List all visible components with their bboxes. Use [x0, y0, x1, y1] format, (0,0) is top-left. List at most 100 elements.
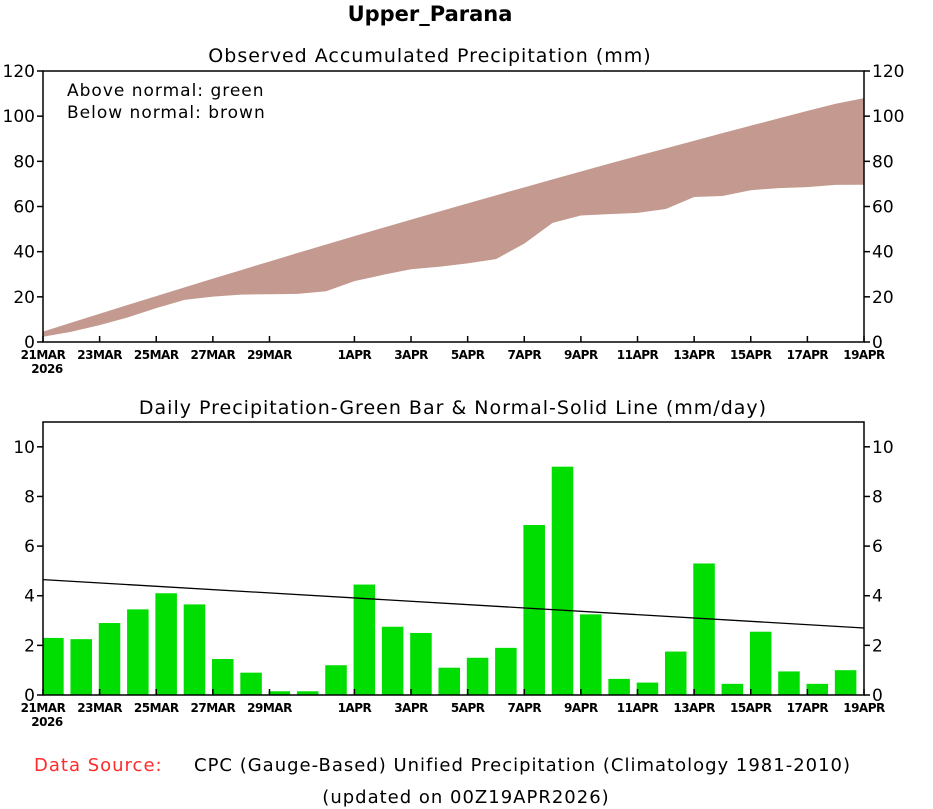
x-tick-label: 5APR: [451, 701, 485, 715]
x-tick-label: 9APR: [564, 348, 598, 362]
y-tick-label-right: 2: [872, 636, 883, 656]
updated-text: (updated on 00Z19APR2026): [322, 787, 609, 808]
x-tick-label: 27MAR: [191, 348, 236, 362]
accumulated-chart-title: Observed Accumulated Precipitation (mm): [208, 45, 651, 67]
y-tick-label-right: 20: [872, 288, 894, 308]
x-tick-label: 23MAR: [77, 348, 122, 362]
x-tick-label: 15APR: [730, 701, 772, 715]
x-tick-label: 15APR: [730, 348, 772, 362]
normal-line-path: [42, 578, 865, 629]
y-tick-label-right: 120: [872, 62, 904, 82]
y-tick-label-left: 0: [24, 686, 35, 706]
y-tick-label-left: 100: [3, 107, 35, 127]
x-tick-label: 3APR: [394, 701, 428, 715]
daily-bar: [296, 691, 319, 695]
daily-bar: [778, 671, 800, 695]
daily-bar: [183, 604, 206, 695]
y-tick-label-right: 80: [872, 152, 894, 172]
daily-bar: [551, 466, 574, 695]
accumulated-precip-chart: Observed Accumulated Precipitation (mm) …: [3, 45, 905, 376]
y-tick-label-right: 8: [872, 487, 883, 507]
daily-bar: [240, 672, 262, 695]
y-tick-label-left: 10: [13, 438, 35, 458]
daily-plot-frame: [42, 421, 865, 696]
y-tick-label-left: 8: [24, 487, 35, 507]
x-tick-label: 25MAR: [134, 701, 179, 715]
x-tick-label: 29MAR: [247, 348, 292, 362]
y-tick-label-left: 60: [13, 198, 35, 218]
legend-below-normal: Below normal: brown: [67, 103, 266, 123]
daily-bar: [438, 667, 461, 695]
accumulated-area: [43, 98, 864, 337]
legend-above-normal: Above normal: green: [67, 81, 265, 101]
y-tick-label-right: 10: [872, 438, 894, 458]
x-tick-label: 19APR: [843, 701, 885, 715]
x-tick-label: 29MAR: [247, 701, 292, 715]
daily-bar: [693, 563, 715, 695]
x-tick-label: 13APR: [673, 348, 715, 362]
daily-bar: [98, 623, 121, 695]
daily-precip-chart: Daily Precipitation-Green Bar & Normal-S…: [13, 397, 893, 729]
x-tick-label: 11APR: [617, 348, 659, 362]
daily-bar: [43, 637, 64, 695]
y-tick-label-left: 80: [13, 152, 35, 172]
x-tick-label: 21MAR: [21, 348, 66, 362]
y-tick-label-right: 0: [872, 333, 883, 353]
daily-bar: [410, 632, 432, 695]
x-year-label: 2026: [31, 362, 63, 376]
daily-bar: [636, 682, 659, 695]
daily-bar: [127, 609, 149, 695]
daily-bar: [466, 657, 489, 695]
daily-bar: [834, 670, 857, 695]
daily-bar: [495, 647, 517, 695]
accumulated-axes: 0 0 20 20 40 40 60 60 80 80 100 100 120 120 21MAR 23MAR…: [3, 62, 905, 376]
x-tick-label: 17APR: [787, 348, 829, 362]
y-tick-label-right: 40: [872, 243, 894, 263]
y-tick-label-right: 60: [872, 198, 894, 218]
data-source-label: Data Source:: [34, 755, 163, 776]
y-tick-label-left: 6: [24, 537, 35, 557]
y-tick-label-left: 20: [13, 288, 35, 308]
x-tick-label: 11APR: [617, 701, 659, 715]
y-tick-label-left: 0: [24, 333, 35, 353]
daily-bar: [608, 678, 630, 695]
daily-bar: [664, 651, 687, 695]
daily-bar: [381, 626, 404, 695]
x-tick-label: 7APR: [507, 348, 541, 362]
normal-line: [42, 578, 865, 629]
daily-bar: [749, 631, 772, 695]
x-tick-label: 9APR: [564, 701, 598, 715]
below-normal-area: [43, 98, 864, 337]
x-tick-label: 25MAR: [134, 348, 179, 362]
daily-axes: 0 0 2 2 4 4 6 6 8 8 10 10 21MAR 23MAR 25MAR 27MAR 29MAR 1…: [13, 438, 893, 729]
x-tick-label: 3APR: [394, 348, 428, 362]
daily-bar: [70, 639, 92, 695]
x-year-label: 2026: [31, 715, 63, 729]
main-title: Upper_Parana: [348, 2, 513, 26]
y-tick-label-left: 4: [24, 587, 35, 607]
daily-bar: [268, 691, 291, 695]
daily-bar: [523, 524, 545, 695]
y-tick-label-right: 4: [872, 587, 883, 607]
x-tick-label: 5APR: [451, 348, 485, 362]
daily-bar: [806, 683, 829, 695]
x-tick-label: 17APR: [787, 701, 829, 715]
y-tick-label-right: 6: [872, 537, 883, 557]
x-tick-label: 1APR: [338, 701, 372, 715]
y-tick-label-right: 100: [872, 107, 904, 127]
daily-bar: [580, 614, 602, 695]
daily-bar: [721, 683, 744, 695]
y-tick-label-left: 40: [13, 243, 35, 263]
x-tick-label: 1APR: [338, 348, 372, 362]
daily-bar: [212, 659, 234, 695]
daily-bar: [155, 593, 177, 695]
y-tick-label-left: 2: [24, 636, 35, 656]
x-tick-label: 19APR: [843, 348, 885, 362]
x-tick-label: 21MAR: [21, 701, 66, 715]
daily-bars: [43, 466, 864, 695]
x-tick-label: 7APR: [507, 701, 541, 715]
data-source-text: CPC (Gauge-Based) Unified Precipitation …: [194, 755, 851, 776]
daily-bar: [353, 584, 376, 695]
daily-chart-title: Daily Precipitation-Green Bar & Normal-S…: [139, 397, 767, 419]
